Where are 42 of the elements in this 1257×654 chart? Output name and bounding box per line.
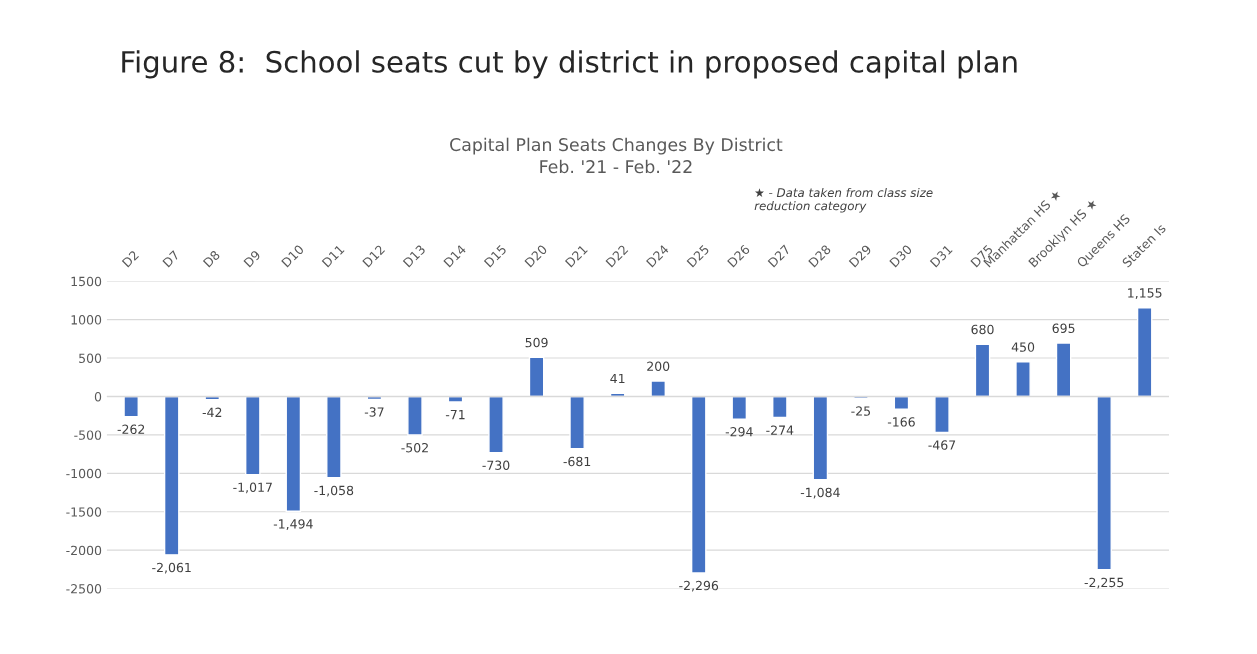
data-label: 680: [971, 324, 994, 335]
y-tick-label: -1000: [66, 468, 102, 479]
data-label: -1,084: [800, 487, 840, 499]
y-tick-label: -500: [74, 430, 102, 440]
y-tick-label: -2500: [66, 584, 102, 594]
data-label: 1,155: [1128, 288, 1162, 299]
y-tick-label: -1500: [66, 507, 102, 517]
y-tick-label: 0: [94, 391, 102, 402]
data-label: -2,296: [679, 580, 719, 592]
chart-title: Figure 8: School seats cut by district in proposed capital plan: [122, 50, 1017, 79]
data-label: -37: [364, 407, 384, 417]
data-label: -25: [851, 406, 871, 416]
x-tick-label: D8: [202, 249, 221, 268]
y-tick-label: -2000: [66, 545, 102, 556]
data-label: -681: [563, 456, 591, 467]
y-tick-label: 1000: [71, 315, 102, 325]
data-label: -1,017: [233, 482, 272, 494]
data-label: 200: [647, 361, 670, 372]
y-tick-label: 1500: [71, 276, 102, 287]
data-label: -166: [887, 417, 915, 427]
data-label: -502: [401, 442, 428, 453]
data-label: 509: [525, 337, 548, 348]
data-label: -294: [725, 426, 753, 437]
x-tick-label: D9: [243, 249, 261, 268]
data-label: -1,494: [273, 519, 313, 530]
x-tick-label: D7: [162, 250, 180, 268]
data-label: -71: [445, 410, 465, 420]
data-label: 450: [1011, 342, 1035, 352]
data-label: -730: [482, 460, 510, 470]
x-tick-label: D2: [121, 250, 139, 268]
text: ★ - Data taken from class size reduction category: [754, 187, 933, 213]
data-label: 41: [610, 373, 625, 384]
data-label: 695: [1052, 323, 1075, 333]
data-label: -274: [766, 425, 794, 435]
data-label: -1,058: [314, 485, 354, 497]
data-label: -2,255: [1084, 577, 1124, 589]
data-label: -2,061: [152, 562, 191, 574]
data-label: -262: [117, 424, 145, 434]
data-label: -42: [202, 407, 222, 417]
chart-subtitle: Capital Plan Seats Changes By District Feb. '21 - Feb. '22: [450, 137, 783, 174]
y-tick-label: 500: [79, 353, 102, 363]
data-label: -467: [928, 440, 956, 450]
